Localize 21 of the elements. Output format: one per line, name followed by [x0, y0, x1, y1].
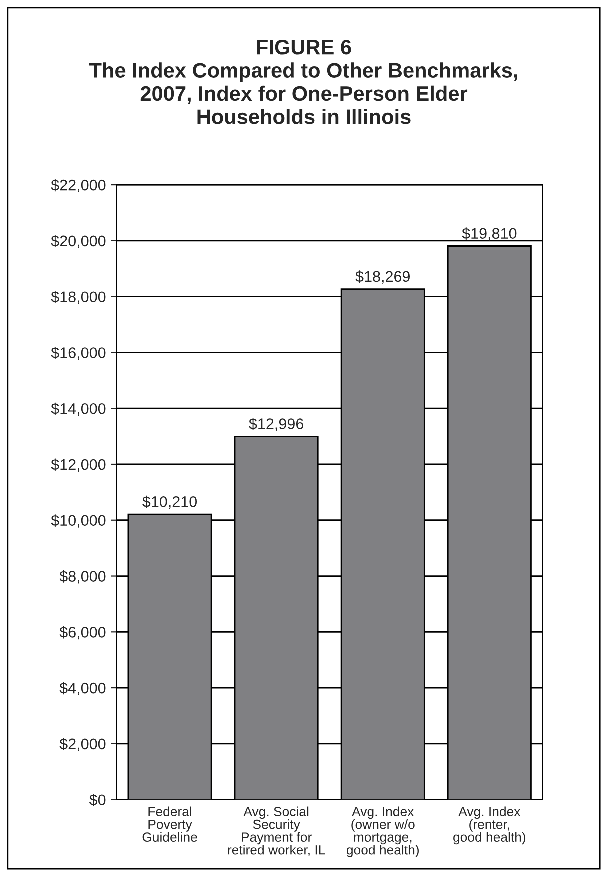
data-label: $18,269 [356, 270, 410, 284]
data-label: $12,996 [249, 418, 304, 432]
y-tick-label: $6,000 [60, 626, 106, 640]
y-tick-label: $2,000 [60, 738, 106, 752]
y-tick-label: $10,000 [51, 514, 106, 528]
x-tick-label: Avg. Social Security Payment for retired worker, IL [228, 806, 326, 856]
data-label: $10,210 [142, 496, 198, 510]
y-tick-label: $16,000 [51, 346, 106, 360]
x-tick-label: Avg. Index (renter, good health) [454, 806, 526, 845]
chart-title: FIGURE 6 The Index Compared to Other Benchmarks, 2007, Index for One-Person Elder Households in Illinois [90, 40, 518, 124]
x-tick-label: Federal Poverty Guideline [142, 806, 198, 842]
y-tick-label: $14,000 [51, 402, 106, 416]
y-tick-label: $18,000 [51, 291, 106, 304]
y-tick-label: $0 [89, 794, 106, 806]
data-label: $19,810 [462, 228, 517, 241]
y-tick-label: $4,000 [60, 682, 106, 696]
y-tick-label: $20,000 [51, 235, 106, 248]
x-tick-label: Avg. Index (owner w/o mortgage, good health) [346, 806, 419, 858]
y-tick-label: $22,000 [51, 179, 106, 193]
y-tick-label: $8,000 [60, 570, 106, 584]
y-tick-label: $12,000 [51, 458, 106, 472]
